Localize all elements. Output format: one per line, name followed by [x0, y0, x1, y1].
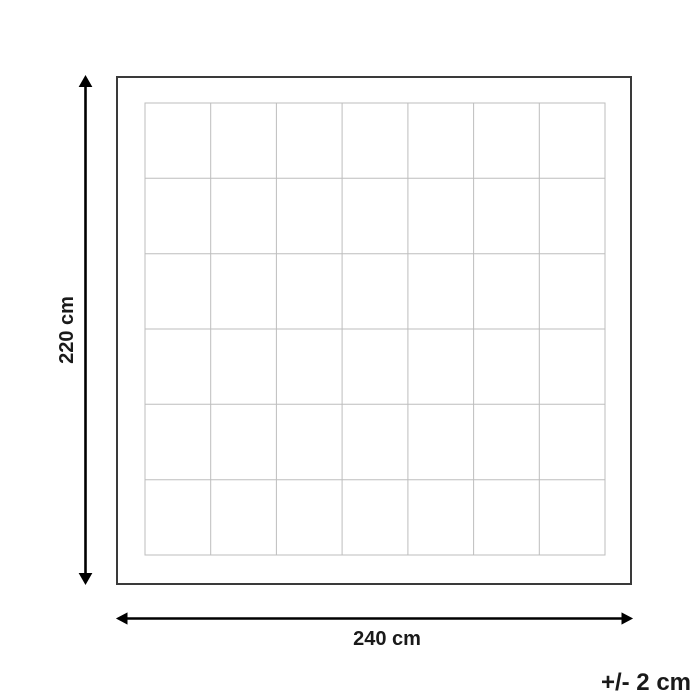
svg-text:240 cm: 240 cm — [353, 628, 421, 650]
svg-text:+/- 2 cm: +/- 2 cm — [601, 669, 691, 696]
svg-text:220 cm: 220 cm — [56, 296, 78, 364]
